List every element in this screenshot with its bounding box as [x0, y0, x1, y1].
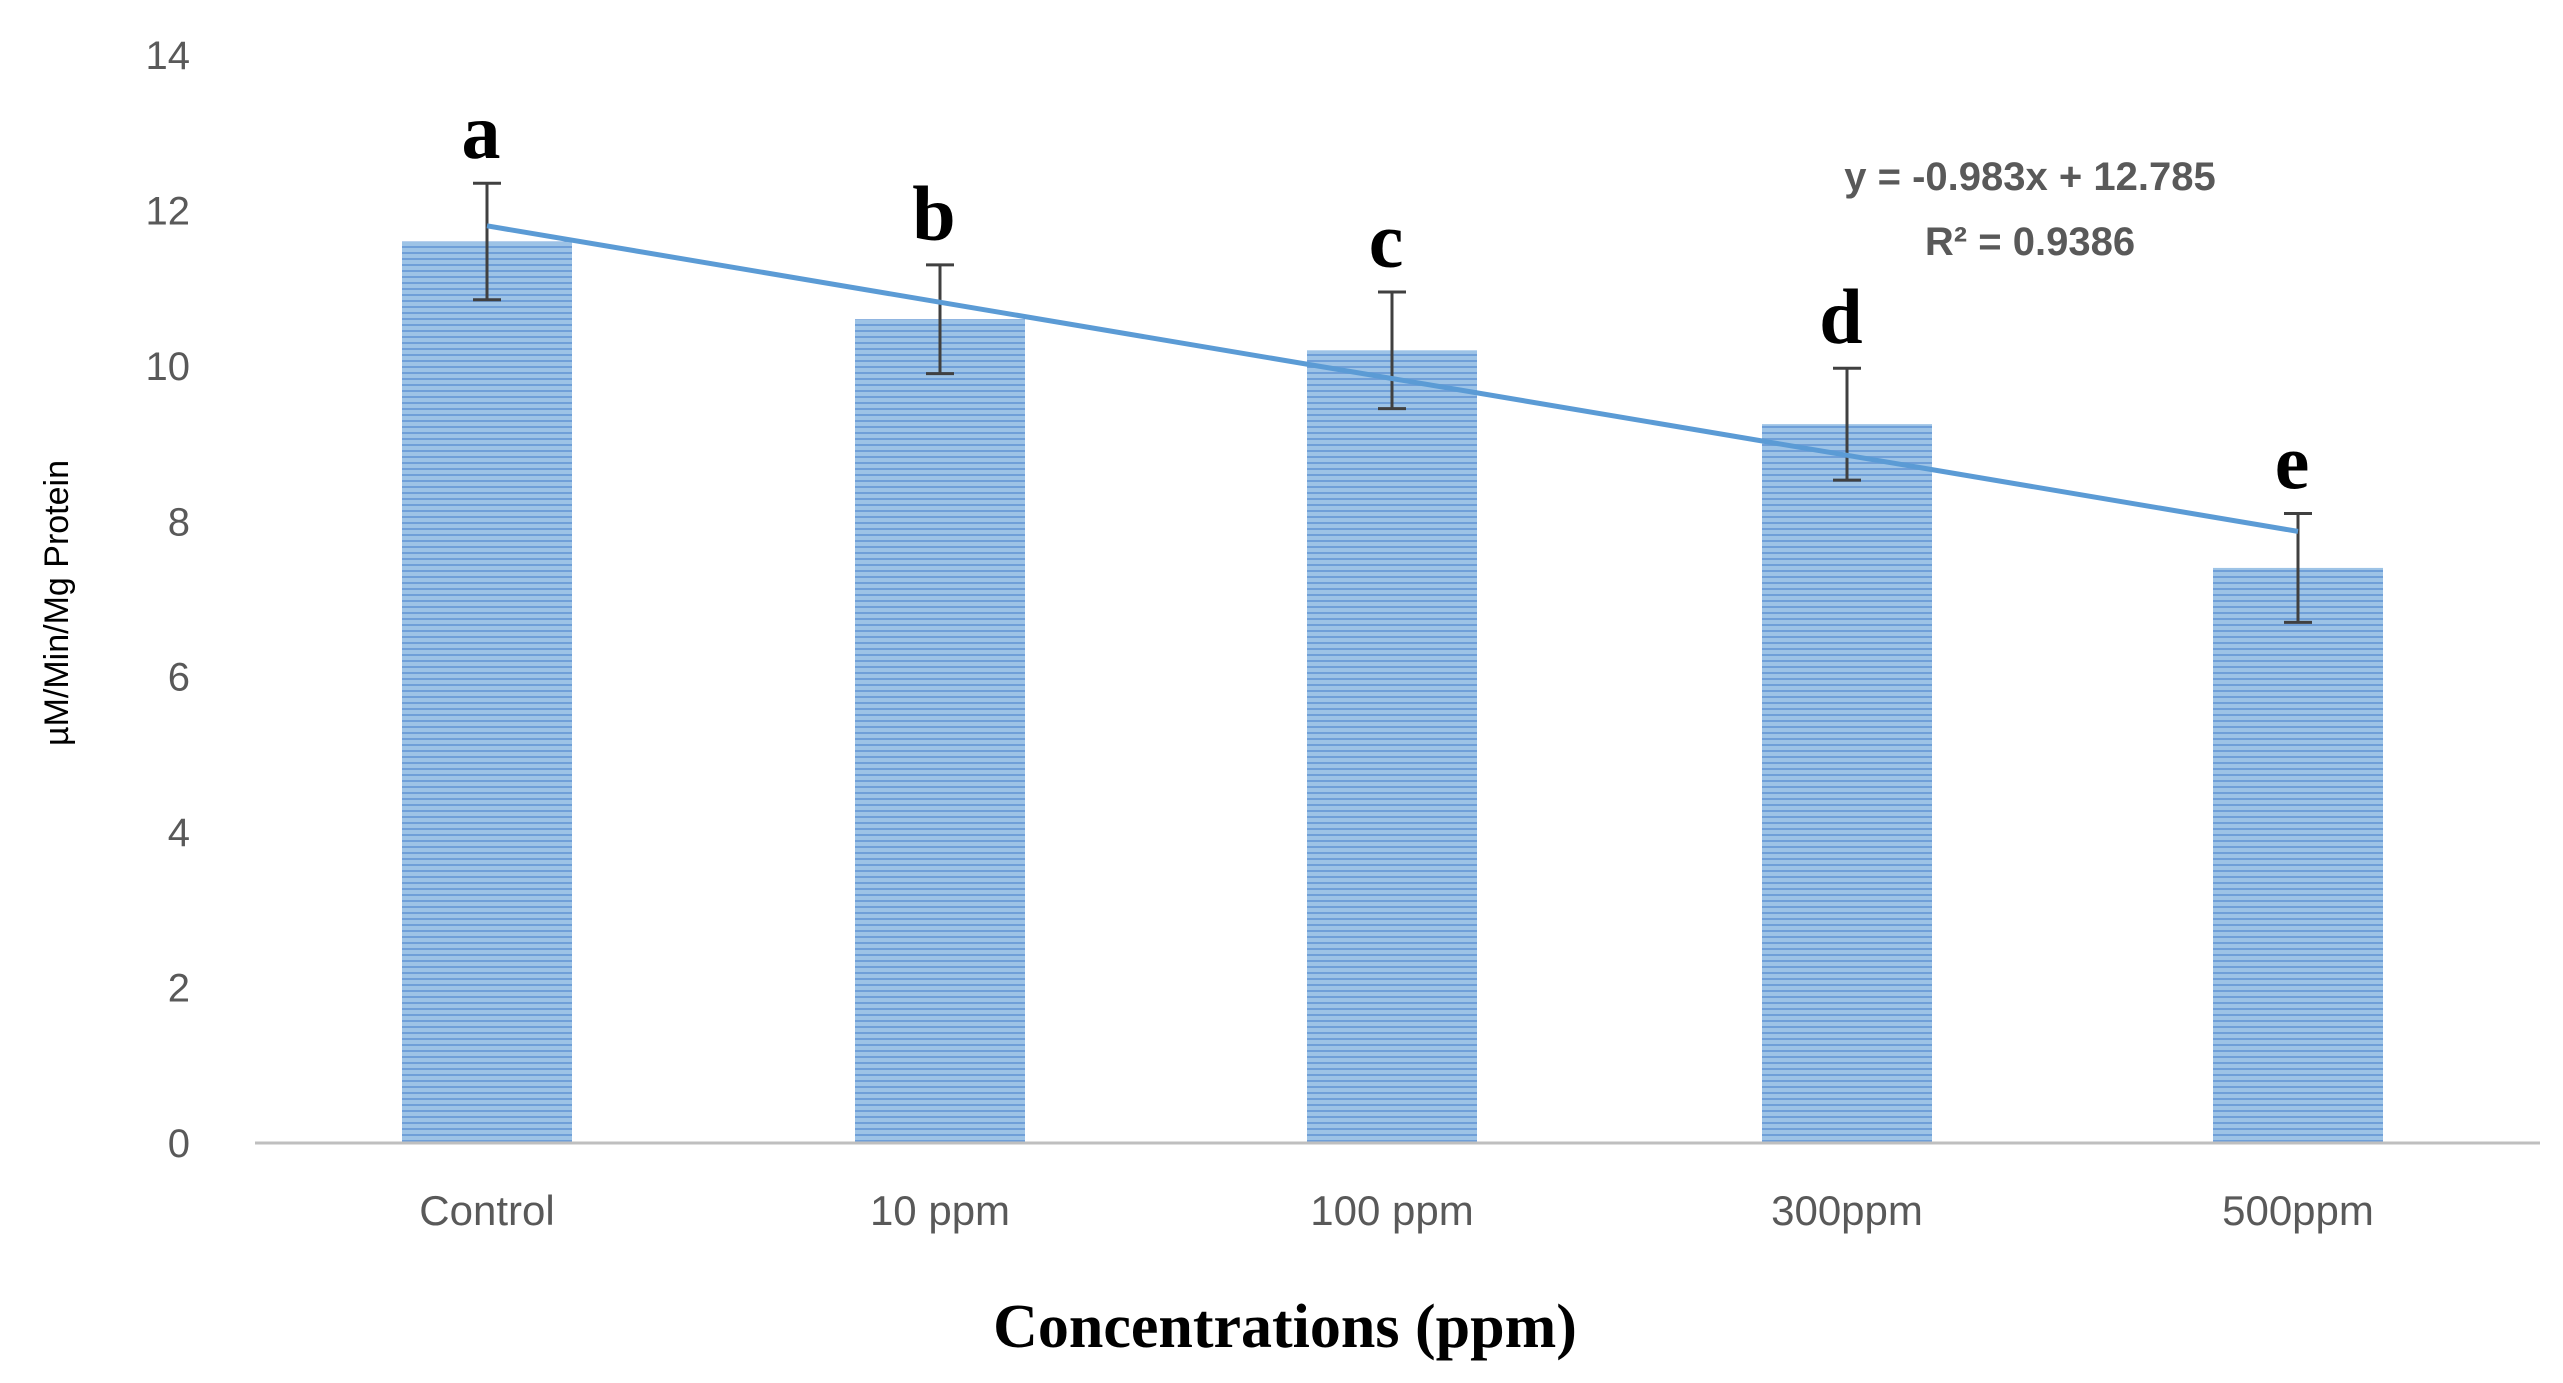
bar — [1762, 424, 1932, 1144]
x-tick-label: 100 ppm — [1310, 1187, 1473, 1234]
trendline-equation: y = -0.983x + 12.785 — [1844, 155, 2215, 199]
y-tick-label: 2 — [168, 967, 190, 1011]
x-axis-title: Concentrations (ppm) — [993, 1293, 1577, 1361]
bar — [855, 319, 1025, 1143]
y-axis-ticks: 0 2 4 6 8 10 12 14 — [146, 34, 191, 1166]
trendline — [486, 223, 2299, 534]
significance-letter: d — [1819, 273, 1862, 360]
significance-letter: e — [2275, 419, 2310, 506]
y-tick-label: 4 — [168, 811, 190, 855]
error-bars — [473, 181, 2312, 624]
bar — [2213, 567, 2383, 1143]
bar-series — [402, 241, 2383, 1144]
y-axis-title: µM/Min/Mg Protein — [38, 460, 76, 746]
significance-letters: a b c d e — [462, 88, 2310, 505]
x-axis-ticks: Control 10 ppm 100 ppm 300ppm 500ppm — [419, 1187, 2374, 1234]
y-tick-label: 0 — [168, 1122, 190, 1166]
x-tick-label: 10 ppm — [870, 1187, 1010, 1234]
significance-letter: c — [1369, 197, 1404, 284]
x-tick-label: 300ppm — [1771, 1187, 1923, 1234]
significance-letter: a — [462, 88, 501, 175]
trendline-r-squared: R² = 0.9386 — [1925, 220, 2135, 264]
x-tick-label: 500ppm — [2222, 1187, 2374, 1234]
significance-letter: b — [912, 170, 955, 257]
x-tick-label: Control — [419, 1187, 554, 1234]
bar — [402, 241, 572, 1143]
y-tick-label: 10 — [146, 345, 191, 389]
y-tick-label: 8 — [168, 500, 190, 544]
y-tick-label: 6 — [168, 656, 190, 700]
bar — [1307, 350, 1477, 1143]
y-tick-label: 12 — [146, 189, 191, 233]
y-tick-label: 14 — [146, 34, 191, 78]
